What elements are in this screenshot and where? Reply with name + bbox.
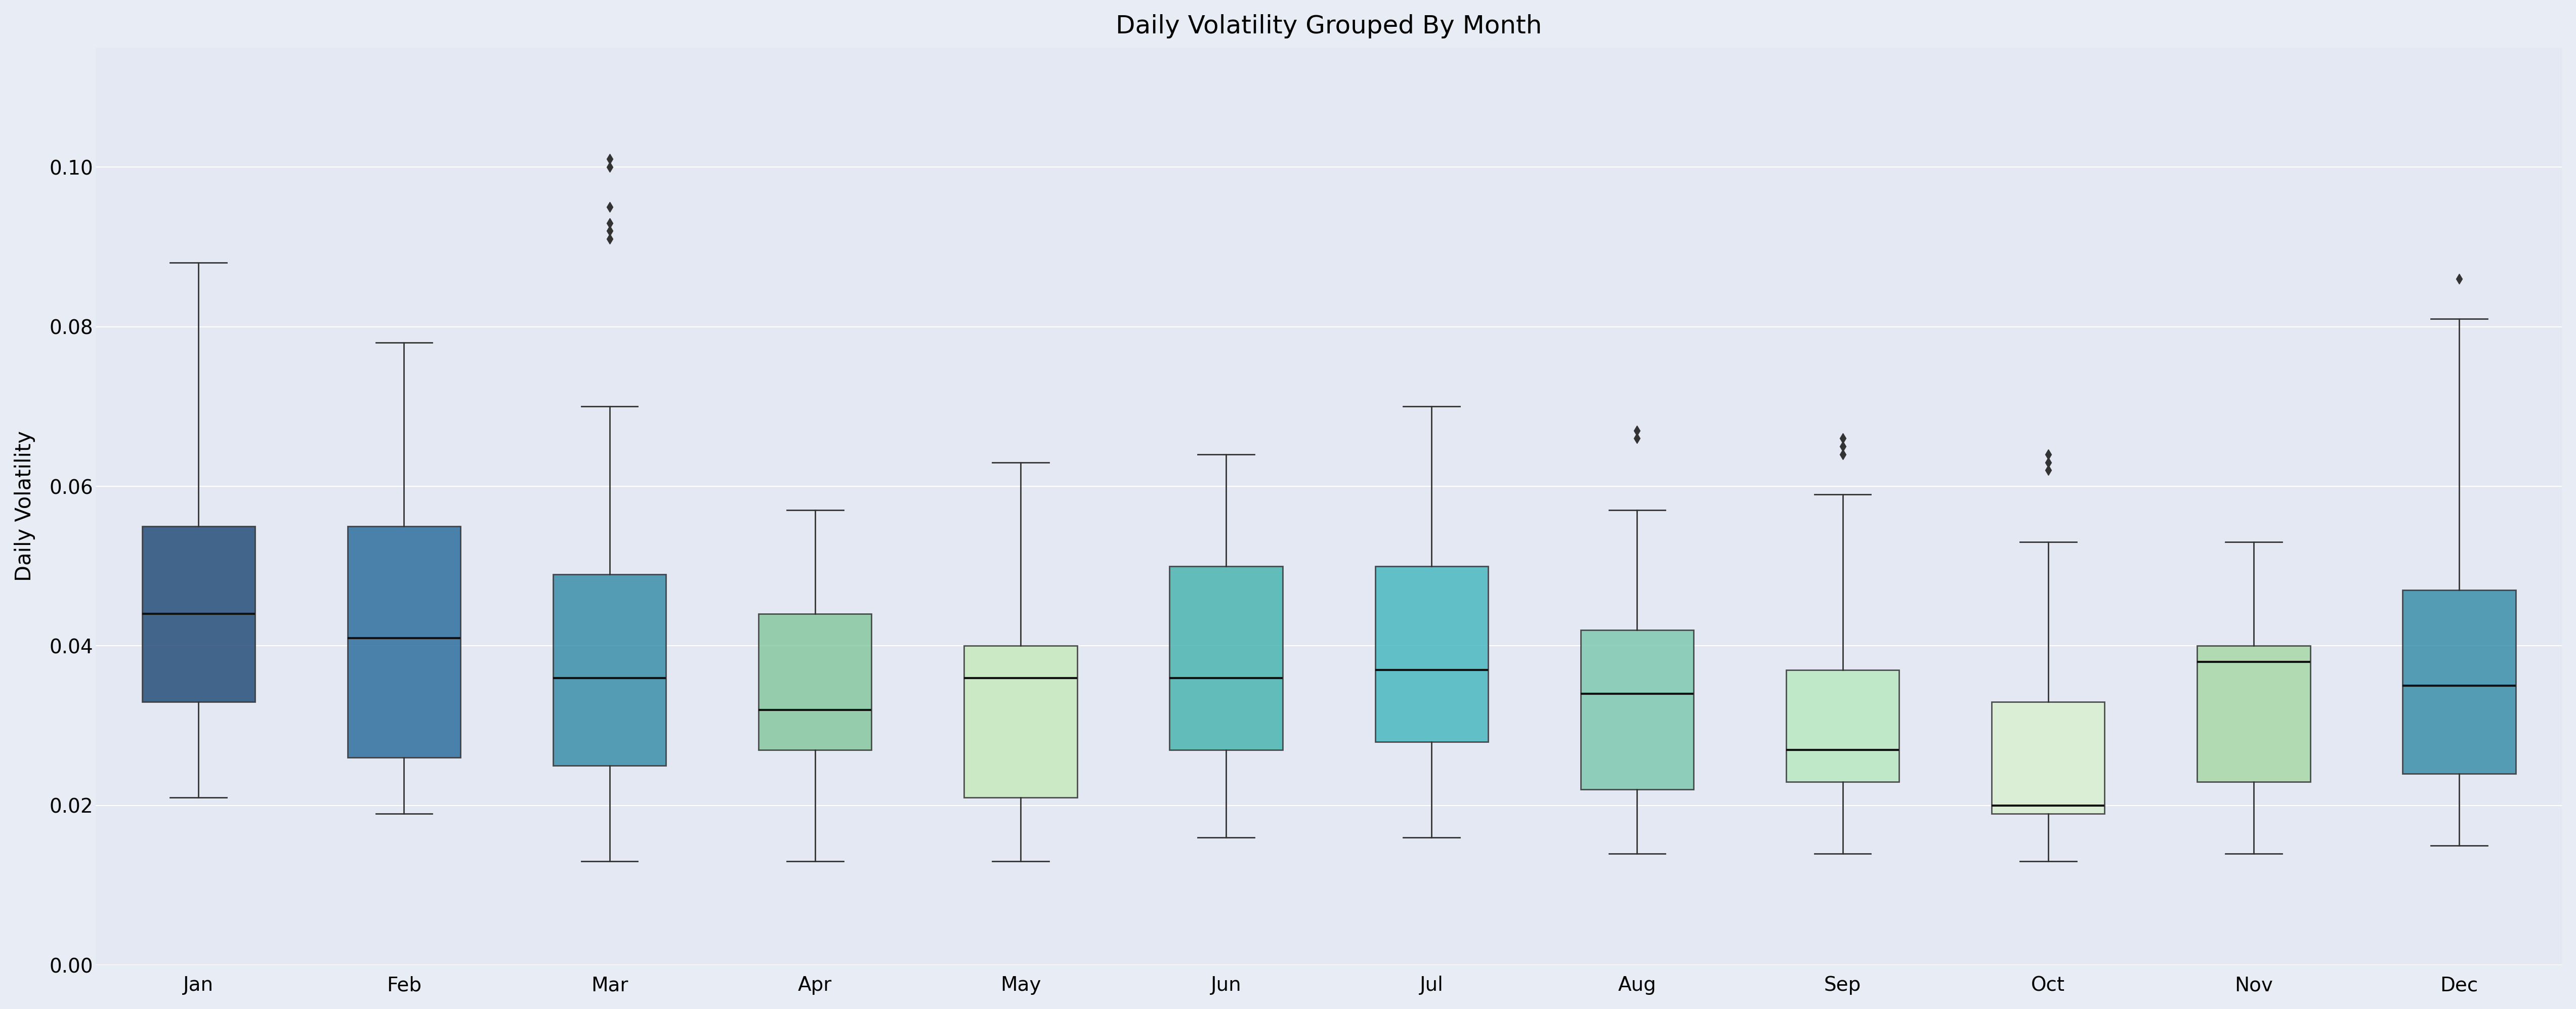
- PathPatch shape: [348, 527, 461, 758]
- PathPatch shape: [554, 574, 667, 766]
- Y-axis label: Daily Volatility: Daily Volatility: [13, 431, 36, 581]
- PathPatch shape: [142, 527, 255, 702]
- Title: Daily Volatility Grouped By Month: Daily Volatility Grouped By Month: [1115, 14, 1543, 38]
- PathPatch shape: [1785, 670, 1899, 782]
- PathPatch shape: [1582, 630, 1692, 790]
- PathPatch shape: [1376, 566, 1489, 742]
- PathPatch shape: [2403, 590, 2517, 774]
- PathPatch shape: [1991, 702, 2105, 813]
- PathPatch shape: [963, 646, 1077, 797]
- PathPatch shape: [757, 614, 871, 750]
- PathPatch shape: [2197, 646, 2311, 782]
- PathPatch shape: [1170, 566, 1283, 750]
